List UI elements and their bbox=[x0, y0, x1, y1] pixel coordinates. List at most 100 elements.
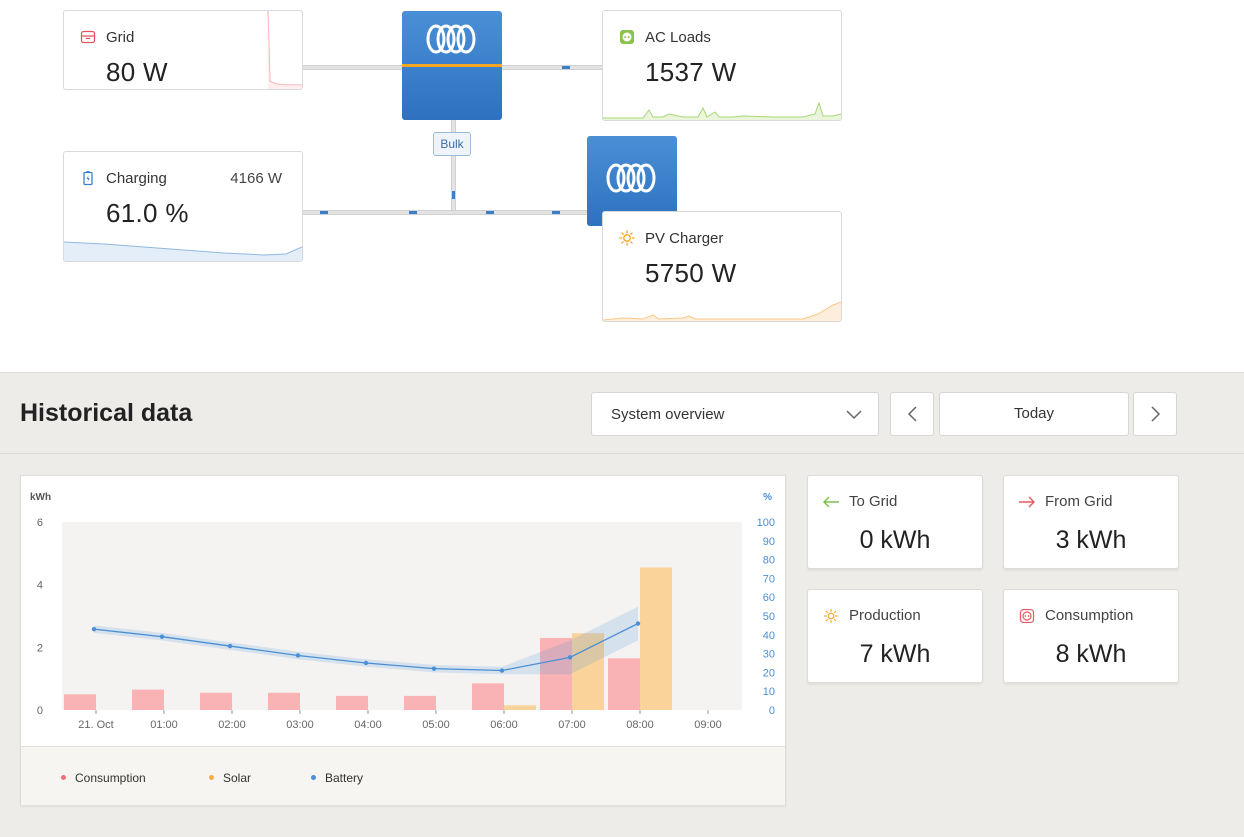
y-axis-left-unit: kWh bbox=[30, 492, 51, 503]
consumption-bar bbox=[64, 694, 96, 710]
view-select-value: System overview bbox=[611, 406, 725, 423]
flow-dot bbox=[409, 211, 417, 214]
battery-point bbox=[567, 655, 573, 660]
flow-dot bbox=[320, 211, 328, 214]
stat-title: Production bbox=[849, 607, 921, 624]
battery-point bbox=[227, 643, 233, 649]
battery-point bbox=[363, 660, 369, 666]
legend-item-battery[interactable]: Battery bbox=[311, 771, 363, 785]
battery-range-band bbox=[94, 606, 638, 675]
y-tick-right: 10 bbox=[763, 686, 775, 698]
legend-bullet bbox=[311, 775, 316, 780]
inverter-state-bar bbox=[402, 64, 502, 67]
divider bbox=[0, 453, 1244, 454]
system-overview-diagram: Grid 80 W Bulk AC Loads 1537 W bbox=[0, 0, 1244, 372]
inverter-state-badge: Bulk bbox=[433, 132, 471, 156]
chevron-right-icon bbox=[1151, 406, 1161, 422]
view-select[interactable]: System overview bbox=[591, 392, 879, 436]
stat-title: Consumption bbox=[1045, 607, 1134, 624]
battery-point bbox=[431, 666, 437, 671]
solar-bar bbox=[640, 567, 672, 710]
arrow-left-icon bbox=[823, 496, 839, 508]
y-axis-right-unit: % bbox=[763, 492, 772, 503]
to-grid-stat-card: To Grid 0 kWh bbox=[807, 475, 983, 569]
battery-charging-icon bbox=[83, 171, 93, 186]
pv-charger-card[interactable]: PV Charger 5750 W bbox=[602, 211, 842, 322]
x-tick-label: 03:00 bbox=[286, 719, 314, 731]
legend-label: Solar bbox=[223, 771, 252, 785]
y-tick-right: 90 bbox=[763, 536, 775, 548]
battery-status-title: Charging bbox=[106, 170, 167, 187]
sun-icon bbox=[619, 230, 635, 246]
y-tick-right: 30 bbox=[763, 649, 775, 661]
grid-power-value: 80 W bbox=[106, 57, 168, 87]
battery-point bbox=[91, 626, 97, 632]
x-tick-label: 02:00 bbox=[218, 719, 246, 731]
y-tick-right: 70 bbox=[763, 573, 775, 585]
historical-data-section: Historical data System overview Today kW… bbox=[0, 372, 1244, 837]
chevron-down-icon bbox=[846, 410, 862, 420]
flow-dot bbox=[452, 191, 455, 199]
x-tick-label: 08:00 bbox=[626, 719, 654, 731]
y-tick-right: 40 bbox=[763, 630, 775, 642]
sun-icon bbox=[823, 609, 838, 623]
legend-item-consumption[interactable]: Consumption bbox=[61, 771, 146, 785]
grid-to-inverter-wire bbox=[302, 65, 402, 70]
y-tick-right: 0 bbox=[769, 705, 775, 717]
inverter-to-loads-wire bbox=[502, 65, 603, 70]
x-tick-label: 06:00 bbox=[490, 719, 518, 731]
inverter-charger-device[interactable] bbox=[402, 11, 502, 120]
production-stat-card: Production 7 kWh bbox=[807, 589, 983, 683]
legend-bullet bbox=[209, 775, 214, 780]
legend-item-solar[interactable]: Solar bbox=[209, 771, 251, 785]
stat-title: From Grid bbox=[1045, 493, 1113, 510]
pv-sparkline bbox=[603, 301, 841, 321]
y-tick-right: 100 bbox=[757, 517, 775, 529]
consumption-bar bbox=[200, 692, 232, 710]
battery-point bbox=[159, 634, 165, 639]
flow-dot bbox=[486, 211, 494, 214]
y-tick-left: 6 bbox=[37, 517, 43, 529]
consumption-bar bbox=[472, 683, 504, 710]
legend-bullet bbox=[61, 775, 66, 780]
victron-logo-icon bbox=[426, 24, 476, 54]
battery-sparkline bbox=[64, 241, 302, 261]
history-chart-card: kWh% 0 2 4 6 0 10 20 30 40 50 60 70 80 90 100 21. Oct 01:… bbox=[20, 475, 786, 805]
legend-label: Consumption bbox=[75, 771, 146, 785]
previous-day-button[interactable] bbox=[890, 392, 934, 436]
consumption-bar bbox=[336, 695, 368, 710]
stat-value: 3 kWh bbox=[1055, 526, 1127, 554]
flow-dot bbox=[552, 211, 560, 214]
battery-power-value: 4166 W bbox=[230, 170, 282, 187]
battery-point bbox=[499, 668, 505, 673]
stat-value: 8 kWh bbox=[1055, 640, 1127, 668]
solar-bar bbox=[572, 633, 604, 710]
ac-loads-title: AC Loads bbox=[645, 29, 711, 46]
x-tick-label: 01:00 bbox=[150, 719, 178, 731]
stat-value: 7 kWh bbox=[859, 640, 931, 668]
battery-card[interactable]: Charging 4166 W 61.0 % bbox=[63, 151, 303, 262]
ac-loads-sparkline bbox=[603, 101, 841, 120]
consumption-bar bbox=[268, 692, 300, 710]
consumption-bar bbox=[540, 637, 572, 710]
ac-loads-power-value: 1537 W bbox=[645, 57, 737, 87]
battery-soc-value: 61.0 % bbox=[106, 198, 189, 228]
date-button[interactable]: Today bbox=[939, 392, 1129, 436]
consumption-bar bbox=[132, 689, 164, 710]
grid-icon bbox=[80, 30, 96, 44]
y-tick-right: 20 bbox=[763, 667, 775, 679]
inverter-dc-wire bbox=[451, 120, 456, 213]
x-tick-label: 09:00 bbox=[694, 719, 722, 731]
consumption-stat-card: Consumption 8 kWh bbox=[1003, 589, 1179, 683]
ac-loads-card[interactable]: AC Loads 1537 W bbox=[602, 10, 842, 121]
dc-bus-wire bbox=[302, 210, 589, 215]
grid-card[interactable]: Grid 80 W bbox=[63, 10, 303, 90]
arrow-right-icon bbox=[1019, 496, 1035, 508]
solar-bar bbox=[504, 705, 536, 710]
legend-label: Battery bbox=[325, 771, 364, 785]
next-day-button[interactable] bbox=[1133, 392, 1177, 436]
y-tick-right: 50 bbox=[763, 611, 775, 623]
x-tick-label: 07:00 bbox=[558, 719, 586, 731]
x-tick-label: 04:00 bbox=[354, 719, 382, 731]
